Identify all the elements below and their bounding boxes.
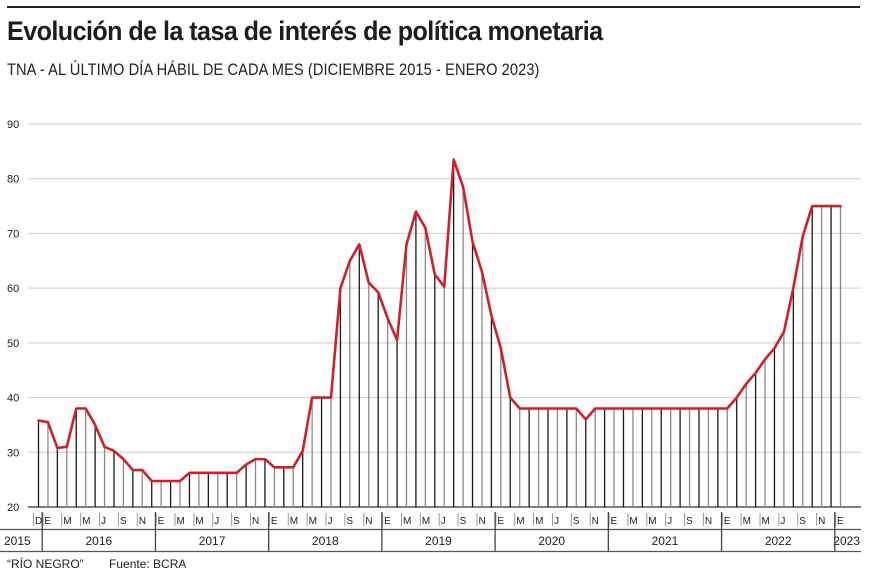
x-tick-label: E xyxy=(44,516,51,527)
x-tick-label: J xyxy=(667,516,672,527)
x-tick-label: M xyxy=(535,516,543,527)
x-tick-label: E xyxy=(158,516,165,527)
x-tick-label: E xyxy=(271,516,278,527)
year-label: 2018 xyxy=(312,534,339,548)
y-tick-label: 20 xyxy=(7,502,19,514)
year-label: 2017 xyxy=(199,534,226,548)
x-tick-label: M xyxy=(309,516,317,527)
bars xyxy=(37,159,842,507)
x-tick-label: N xyxy=(252,516,259,527)
year-label: 2015 xyxy=(4,534,31,548)
x-tick-label: N xyxy=(818,516,825,527)
x-tick-label: E xyxy=(724,516,731,527)
x-tick-label: J xyxy=(101,516,106,527)
x-tick-label: N xyxy=(139,516,146,527)
x-tick-label: S xyxy=(346,516,353,527)
year-label: 2016 xyxy=(85,534,112,548)
year-label: 2019 xyxy=(425,534,452,548)
x-tick-label: M xyxy=(743,516,751,527)
x-tick-label: N xyxy=(478,516,485,527)
year-label: 2023 xyxy=(833,534,860,548)
x-tick-label: M xyxy=(82,516,90,527)
chart-subtitle: TNA - AL ÚLTIMO DÍA HÁBIL DE CADA MES (D… xyxy=(7,60,540,79)
x-tick-label: M xyxy=(762,516,770,527)
x-tick-label: M xyxy=(422,516,430,527)
y-axis-ticks: 20 30 40 50 60 70 80 90 xyxy=(7,119,19,514)
source-label: Fuente: BCRA xyxy=(109,557,187,571)
series-line-tna xyxy=(37,158,842,483)
y-tick-label: 50 xyxy=(7,338,19,350)
x-tick-label: M xyxy=(195,516,203,527)
x-tick-label: S xyxy=(233,516,240,527)
y-tick-label: 60 xyxy=(7,283,19,295)
x-tick-label: E xyxy=(611,516,618,527)
y-tick-label: 40 xyxy=(7,393,19,405)
x-tick-label: J xyxy=(327,516,332,527)
y-tick-label: 30 xyxy=(7,447,19,459)
x-tick-label: J xyxy=(214,516,219,527)
x-tick-label: S xyxy=(573,516,580,527)
top-rule xyxy=(7,6,860,8)
year-label: 2021 xyxy=(652,534,679,548)
y-tick-label: 70 xyxy=(7,228,19,240)
x-tick-label: J xyxy=(780,516,785,527)
x-tick-label: S xyxy=(460,516,467,527)
year-label: 2020 xyxy=(538,534,565,548)
x-tick-label: S xyxy=(686,516,693,527)
x-tick-label: N xyxy=(705,516,712,527)
x-tick-label: N xyxy=(592,516,599,527)
credit-label: “RÍO NEGRO” xyxy=(7,557,84,571)
y-tick-label: 80 xyxy=(7,174,19,186)
x-tick-label: M xyxy=(403,516,411,527)
x-tick-label: S xyxy=(799,516,806,527)
y-tick-label: 90 xyxy=(7,119,19,131)
year-label: 2022 xyxy=(765,534,792,548)
x-tick-label: M xyxy=(63,516,71,527)
x-tick-label: J xyxy=(441,516,446,527)
x-tick-label: N xyxy=(365,516,372,527)
x-tick-label: E xyxy=(497,516,504,527)
x-tick-label: E xyxy=(384,516,391,527)
x-tick-label: J xyxy=(554,516,559,527)
x-tick-label: M xyxy=(177,516,185,527)
x-tick-label: E xyxy=(837,516,844,527)
x-tick-label: M xyxy=(629,516,637,527)
x-tick-label: M xyxy=(516,516,524,527)
rate-line xyxy=(37,158,842,483)
x-tick-label: D xyxy=(35,516,42,527)
x-tick-label: S xyxy=(120,516,127,527)
x-tick-label: M xyxy=(648,516,656,527)
x-tick-label: M xyxy=(290,516,298,527)
footer: “RÍO NEGRO” Fuente: BCRA xyxy=(7,557,186,571)
chart-title: Evolución de la tasa de interés de polít… xyxy=(7,16,603,46)
